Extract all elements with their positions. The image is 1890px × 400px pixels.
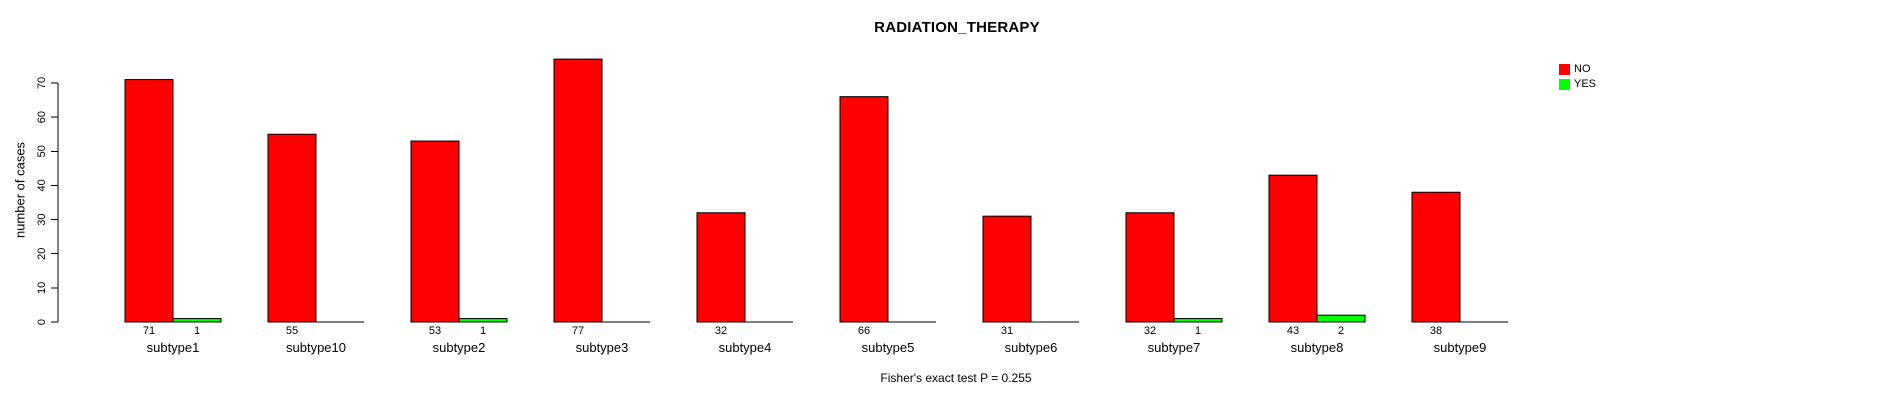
category-label-subtype10: subtype10	[286, 340, 346, 355]
y-tick-label: 40	[36, 179, 48, 191]
category-label-subtype3: subtype3	[576, 340, 629, 355]
chart-title: RADIATION_THERAPY	[874, 19, 1040, 36]
bar-value-no-subtype1: 71	[143, 325, 155, 337]
y-tick-label: 0	[36, 319, 48, 325]
bar-no-subtype4	[696, 212, 746, 323]
bar-value-no-subtype6: 31	[1001, 325, 1013, 337]
bar-no-subtype8	[1268, 174, 1318, 323]
y-tick-label: 50	[36, 145, 48, 157]
bar-value-no-subtype4: 32	[715, 325, 727, 337]
category-label-subtype8: subtype8	[1291, 340, 1344, 355]
legend-label-no: NO	[1574, 63, 1591, 75]
y-tick-label: 10	[36, 282, 48, 294]
y-tick-label: 30	[36, 213, 48, 225]
bar-value-no-subtype5: 66	[858, 325, 870, 337]
y-tick-label: 20	[36, 248, 48, 260]
category-label-subtype7: subtype7	[1148, 340, 1201, 355]
y-tick-label: 60	[36, 111, 48, 123]
category-label-subtype5: subtype5	[862, 340, 915, 355]
bar-no-subtype6	[982, 215, 1032, 323]
bar-yes-subtype1	[172, 318, 222, 323]
bar-no-subtype9	[1411, 191, 1461, 323]
bar-value-no-subtype7: 32	[1144, 325, 1156, 337]
bar-value-no-subtype3: 77	[572, 325, 584, 337]
fisher-test-annotation: Fisher's exact test P = 0.255	[880, 371, 1032, 385]
bar-value-no-subtype2: 53	[429, 325, 441, 337]
bar-yes-subtype2	[458, 318, 508, 323]
category-label-subtype4: subtype4	[719, 340, 772, 355]
bar-value-yes-subtype7: 1	[1195, 325, 1201, 337]
bar-no-subtype10	[267, 133, 317, 323]
bar-value-yes-subtype8: 2	[1338, 325, 1344, 337]
bar-value-no-subtype8: 43	[1287, 325, 1299, 337]
legend-item-no: NO	[1559, 62, 1596, 77]
y-tick-label: 70	[36, 77, 48, 89]
bar-value-no-subtype10: 55	[286, 325, 298, 337]
legend-swatch-no	[1559, 64, 1570, 75]
bar-no-subtype5	[839, 96, 889, 323]
bar-yes-subtype8	[1316, 314, 1366, 323]
bar-no-subtype3	[553, 58, 603, 323]
category-label-subtype9: subtype9	[1434, 340, 1487, 355]
bar-yes-subtype7	[1173, 318, 1223, 323]
legend-swatch-yes	[1559, 79, 1570, 90]
bar-value-yes-subtype2: 1	[480, 325, 486, 337]
bar-no-subtype2	[410, 140, 460, 323]
bar-no-subtype7	[1125, 212, 1175, 323]
bar-no-subtype1	[124, 79, 174, 323]
legend-item-yes: YES	[1559, 77, 1596, 92]
bar-value-no-subtype9: 38	[1430, 325, 1442, 337]
bar-value-yes-subtype1: 1	[194, 325, 200, 337]
legend-label-yes: YES	[1574, 78, 1597, 90]
category-label-subtype6: subtype6	[1005, 340, 1058, 355]
category-label-subtype2: subtype2	[433, 340, 486, 355]
legend: NO YES	[1559, 62, 1596, 92]
category-label-subtype1: subtype1	[147, 340, 200, 355]
